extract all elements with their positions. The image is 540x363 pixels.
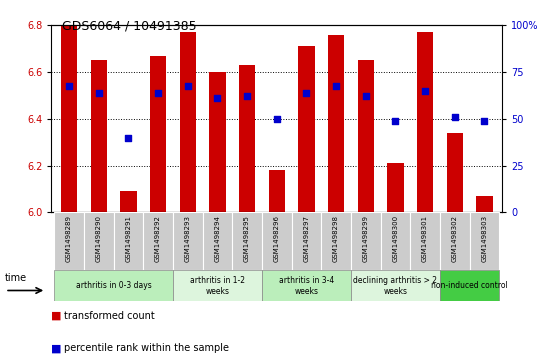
Text: percentile rank within the sample: percentile rank within the sample: [64, 343, 229, 354]
Bar: [54, 212, 84, 270]
Bar: [410, 212, 440, 270]
Text: arthritis in 1-2
weeks: arthritis in 1-2 weeks: [190, 276, 245, 295]
Bar: [447, 133, 463, 212]
Bar: [120, 191, 137, 212]
Bar: [470, 212, 500, 270]
Point: [480, 118, 489, 124]
Bar: [292, 212, 321, 270]
Bar: [202, 212, 232, 270]
Bar: [232, 212, 262, 270]
Text: GSM1498291: GSM1498291: [125, 215, 131, 262]
Bar: [440, 212, 470, 270]
Point: [273, 116, 281, 122]
Text: GSM1498293: GSM1498293: [185, 215, 191, 262]
Text: arthritis in 3-4
weeks: arthritis in 3-4 weeks: [279, 276, 334, 295]
Bar: [61, 25, 77, 212]
Text: arthritis in 0-3 days: arthritis in 0-3 days: [76, 281, 152, 290]
Text: ■: ■: [51, 343, 62, 354]
Text: GSM1498298: GSM1498298: [333, 215, 339, 262]
Bar: [180, 32, 196, 212]
Bar: [239, 65, 255, 212]
Bar: [113, 212, 143, 270]
Bar: [357, 61, 374, 212]
Text: GDS6064 / 10491385: GDS6064 / 10491385: [62, 20, 197, 33]
Bar: [91, 61, 107, 212]
Bar: [417, 32, 433, 212]
Bar: [262, 270, 351, 301]
Text: GSM1498302: GSM1498302: [452, 215, 458, 262]
Bar: [262, 212, 292, 270]
Point: [154, 90, 163, 96]
Bar: [173, 270, 262, 301]
Point: [302, 90, 310, 96]
Text: GSM1498297: GSM1498297: [303, 215, 309, 262]
Bar: [143, 212, 173, 270]
Point: [94, 90, 103, 96]
Text: GSM1498296: GSM1498296: [274, 215, 280, 262]
Point: [243, 93, 252, 98]
Text: time: time: [5, 273, 27, 283]
Bar: [84, 212, 113, 270]
Text: declining arthritis > 2
weeks: declining arthritis > 2 weeks: [353, 276, 437, 295]
Text: GSM1498289: GSM1498289: [66, 215, 72, 262]
Text: ■: ■: [51, 311, 62, 321]
Bar: [387, 163, 403, 212]
Bar: [210, 72, 226, 212]
Point: [450, 114, 459, 119]
Text: GSM1498292: GSM1498292: [155, 215, 161, 262]
Point: [213, 95, 222, 101]
Text: GSM1498299: GSM1498299: [363, 215, 369, 262]
Point: [332, 83, 340, 89]
Bar: [268, 170, 285, 212]
Bar: [321, 212, 351, 270]
Bar: [476, 196, 492, 212]
Text: GSM1498294: GSM1498294: [214, 215, 220, 262]
Point: [65, 83, 73, 89]
Text: GSM1498295: GSM1498295: [244, 215, 250, 262]
Text: GSM1498303: GSM1498303: [481, 215, 488, 262]
Text: GSM1498290: GSM1498290: [96, 215, 102, 262]
Bar: [150, 56, 166, 212]
Text: transformed count: transformed count: [64, 311, 154, 321]
Bar: [298, 46, 315, 212]
Point: [184, 83, 192, 89]
Bar: [351, 212, 381, 270]
Text: GSM1498300: GSM1498300: [393, 215, 399, 262]
Point: [361, 93, 370, 98]
Point: [391, 118, 400, 124]
Text: GSM1498301: GSM1498301: [422, 215, 428, 262]
Bar: [328, 35, 344, 212]
Bar: [440, 270, 500, 301]
Point: [421, 88, 429, 94]
Bar: [173, 212, 202, 270]
Bar: [351, 270, 440, 301]
Bar: [54, 270, 173, 301]
Text: non-induced control: non-induced control: [431, 281, 508, 290]
Point: [124, 135, 133, 140]
Bar: [381, 212, 410, 270]
